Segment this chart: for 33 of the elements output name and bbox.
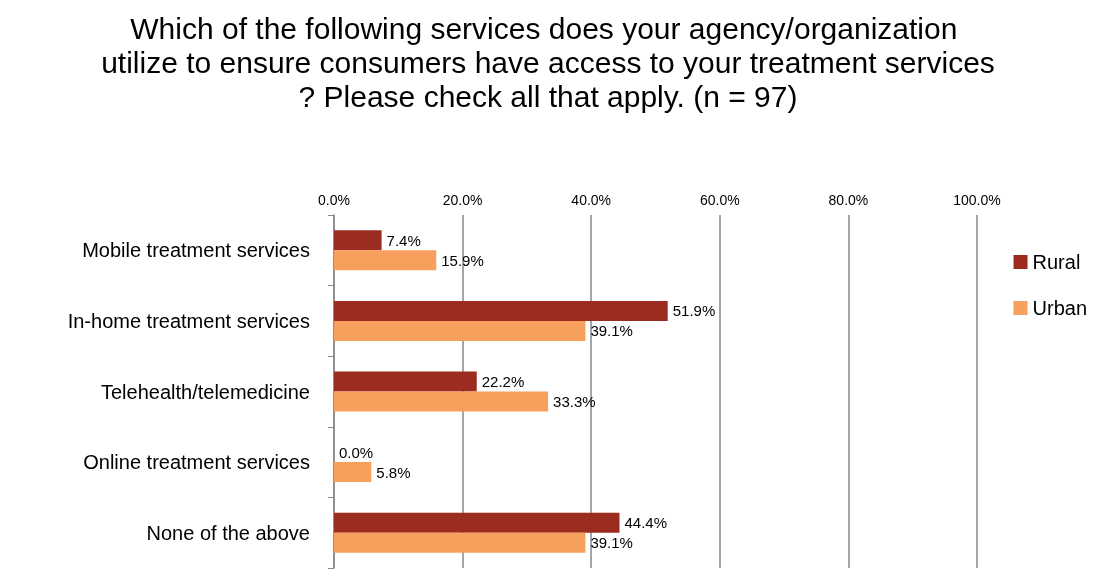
bar bbox=[334, 462, 372, 483]
data-label: 22.2% bbox=[481, 373, 525, 390]
data-label: 39.1% bbox=[590, 322, 633, 340]
x-tick-label: 0.0% bbox=[318, 192, 350, 208]
data-label: 7.4% bbox=[386, 231, 421, 249]
bar bbox=[334, 230, 382, 251]
legend-label: Rural bbox=[1032, 251, 1081, 273]
data-label: 15.9% bbox=[441, 251, 484, 269]
x-tick-label: 40.0% bbox=[571, 192, 612, 208]
y-tick-label: In-home treatment services bbox=[67, 309, 310, 332]
bar bbox=[334, 391, 549, 412]
bar bbox=[334, 320, 586, 341]
data-label: 0.0% bbox=[339, 443, 374, 461]
data-label: 5.8% bbox=[376, 463, 411, 481]
data-label: 39.1% bbox=[590, 534, 633, 552]
x-tick-label: 80.0% bbox=[828, 192, 869, 208]
data-label: 44.4% bbox=[624, 514, 668, 532]
bar bbox=[334, 300, 668, 321]
bar bbox=[334, 371, 477, 392]
data-label: 33.3% bbox=[553, 393, 596, 410]
y-tick-label: Mobile treatment services bbox=[82, 239, 310, 262]
data-label: 51.9% bbox=[672, 302, 716, 320]
y-tick-label: Telehealth/telemedicine bbox=[100, 380, 310, 403]
legend-label: Urban bbox=[1032, 297, 1088, 319]
bar bbox=[334, 532, 586, 553]
bar bbox=[334, 512, 620, 533]
bar bbox=[334, 250, 437, 271]
y-tick-label: None of the above bbox=[146, 521, 310, 544]
x-tick-label: 100.0% bbox=[953, 192, 1001, 208]
x-tick-label: 20.0% bbox=[442, 192, 483, 208]
x-tick-label: 60.0% bbox=[699, 192, 740, 208]
chart-title: Which of the following services does your agency/organization utilize to ensure consumers have access to your treatment services? Please check all that apply. (n = 97) bbox=[101, 11, 995, 113]
y-tick-label: Online treatment services bbox=[83, 451, 310, 474]
